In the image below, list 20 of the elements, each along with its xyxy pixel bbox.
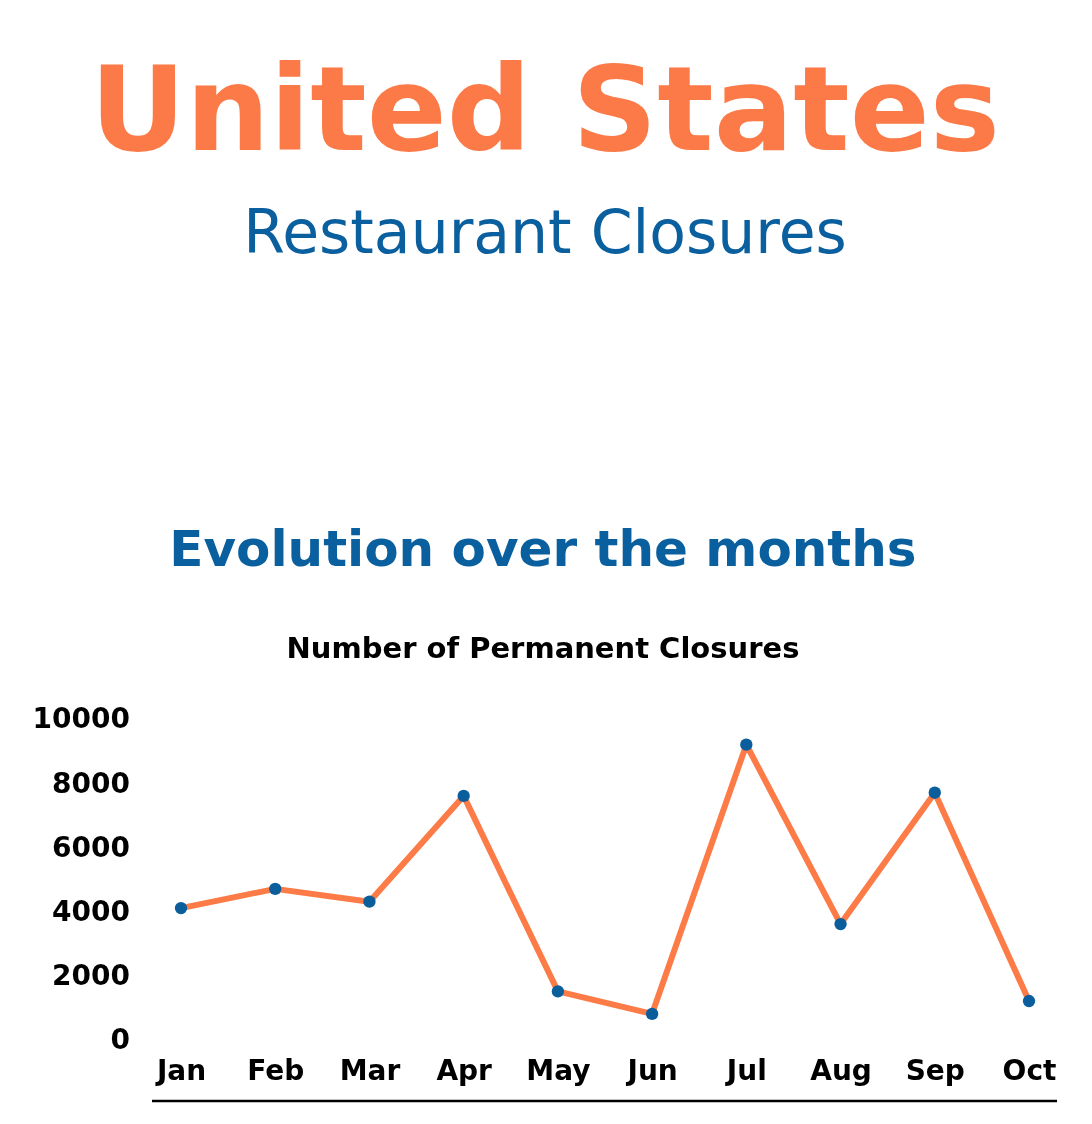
- x-tick-label: Feb: [247, 1054, 305, 1087]
- y-tick-label: 10000: [32, 702, 130, 736]
- chart-title: United States: [90, 40, 1000, 178]
- x-tick-label: May: [526, 1054, 591, 1087]
- y-tick-label: 6000: [52, 830, 130, 864]
- y-tick-label: 4000: [52, 894, 130, 928]
- x-tick-label: Apr: [436, 1054, 493, 1087]
- chart-subtitle: Restaurant Closures: [243, 197, 847, 267]
- x-tick-label: Sep: [905, 1054, 965, 1087]
- y-tick-label: 2000: [52, 958, 130, 992]
- x-tick-label: Jul: [724, 1054, 767, 1087]
- x-tick-label: Jan: [154, 1054, 207, 1087]
- x-tick-label: Aug: [810, 1054, 872, 1087]
- text: Evolution over the months: [169, 520, 917, 578]
- y-tick-label: 8000: [52, 766, 130, 800]
- x-tick-label: Oct: [1002, 1054, 1057, 1087]
- x-tick-label: Mar: [339, 1054, 401, 1087]
- y-axis-title: Number of Permanent Closures: [286, 631, 800, 665]
- x-tick-label: Jun: [625, 1054, 678, 1087]
- y-tick-label: 0: [110, 1022, 130, 1056]
